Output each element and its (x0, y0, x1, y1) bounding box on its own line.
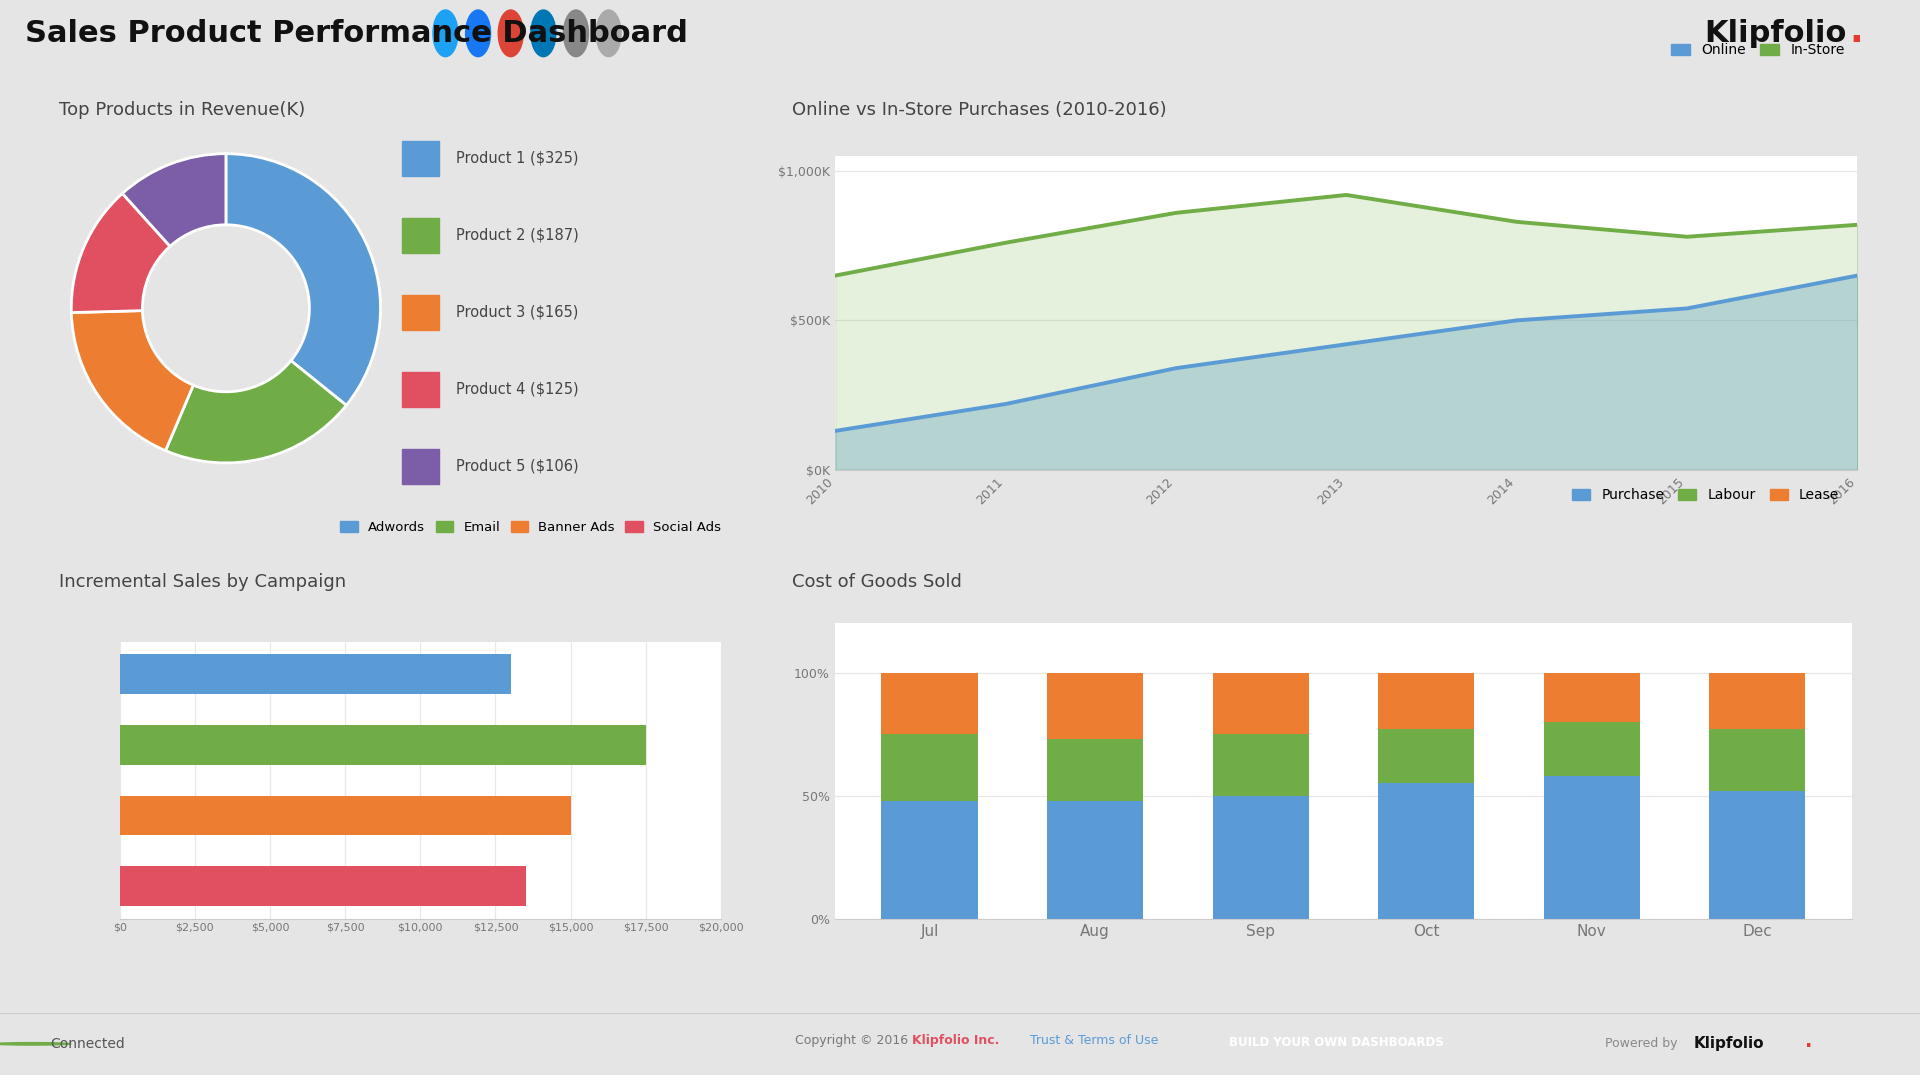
Bar (1046, 801, 1142, 918)
Bar (1544, 721, 1640, 776)
Text: Klipfolio: Klipfolio (1693, 1036, 1764, 1051)
Text: .: . (1805, 1032, 1812, 1051)
Bar (1709, 673, 1805, 729)
Ellipse shape (595, 10, 622, 57)
Bar (1379, 673, 1475, 729)
Ellipse shape (465, 10, 492, 57)
Bar (119, 726, 645, 764)
Text: Product 1 ($325): Product 1 ($325) (455, 151, 578, 166)
Text: Product 2 ($187): Product 2 ($187) (455, 227, 578, 242)
Bar (1213, 673, 1309, 734)
Bar (1379, 729, 1475, 784)
Text: Cost of Goods Sold: Cost of Goods Sold (793, 573, 962, 590)
Text: Trust & Terms of Use: Trust & Terms of Use (1018, 1034, 1158, 1047)
Wedge shape (71, 311, 194, 450)
Wedge shape (165, 361, 346, 463)
Bar (119, 866, 526, 906)
Legend: Online, In-Store: Online, In-Store (1665, 38, 1851, 62)
Bar (1709, 729, 1805, 791)
Legend: Adwords, Email, Banner Ads, Social Ads: Adwords, Email, Banner Ads, Social Ads (336, 516, 726, 540)
Ellipse shape (530, 10, 557, 57)
Bar (403, 449, 440, 484)
Bar (881, 673, 977, 734)
Text: Klipfolio Inc.: Klipfolio Inc. (912, 1034, 1000, 1047)
Text: Powered by: Powered by (1605, 1037, 1686, 1050)
Bar (403, 141, 440, 175)
Text: Klipfolio: Klipfolio (1705, 19, 1847, 47)
Text: Sales Product Performance Dashboard: Sales Product Performance Dashboard (25, 19, 687, 47)
Text: Copyright © 2016: Copyright © 2016 (795, 1034, 912, 1047)
Wedge shape (227, 154, 380, 405)
Ellipse shape (564, 10, 589, 57)
Bar (403, 295, 440, 330)
Bar (1046, 739, 1142, 801)
Text: BUILD YOUR OWN DASHBOARDS: BUILD YOUR OWN DASHBOARDS (1229, 1036, 1444, 1049)
Bar (1379, 784, 1475, 918)
Bar (1544, 673, 1640, 721)
Bar (881, 801, 977, 918)
Bar (403, 372, 440, 407)
Text: Product 4 ($125): Product 4 ($125) (455, 382, 578, 397)
Bar (1213, 796, 1309, 918)
Bar (1709, 791, 1805, 918)
Text: .: . (1849, 15, 1862, 49)
Ellipse shape (499, 10, 522, 57)
Text: Connected: Connected (50, 1036, 125, 1051)
Text: Top Products in Revenue(K): Top Products in Revenue(K) (60, 101, 305, 118)
Text: Product 5 ($106): Product 5 ($106) (455, 458, 578, 473)
Bar (1544, 776, 1640, 918)
Text: Online vs In-Store Purchases (2010-2016): Online vs In-Store Purchases (2010-2016) (793, 101, 1167, 118)
Wedge shape (71, 194, 171, 313)
Circle shape (0, 1043, 71, 1045)
Bar (1213, 734, 1309, 796)
Bar (1046, 673, 1142, 739)
Ellipse shape (432, 10, 459, 57)
Wedge shape (123, 154, 227, 246)
Bar (403, 218, 440, 253)
Text: Product 3 ($165): Product 3 ($165) (455, 304, 578, 319)
Legend: Purchase, Labour, Lease: Purchase, Labour, Lease (1567, 483, 1845, 507)
Bar (119, 796, 570, 835)
Text: Incremental Sales by Campaign: Incremental Sales by Campaign (60, 573, 346, 590)
Bar (119, 655, 511, 694)
Bar (881, 734, 977, 801)
